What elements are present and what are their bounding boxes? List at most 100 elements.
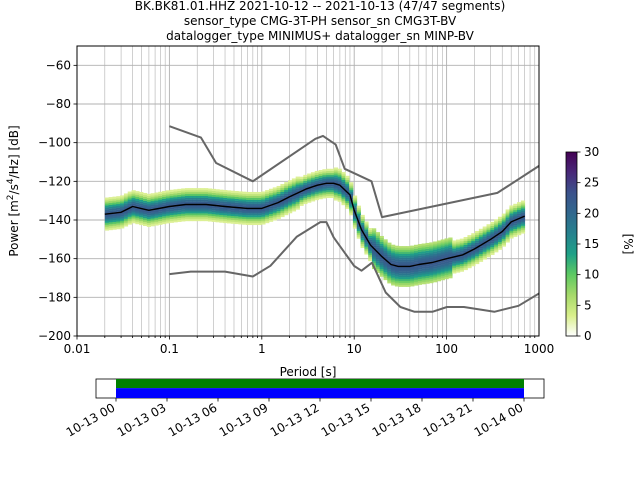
heatmap-cell — [265, 211, 270, 214]
heatmap-cell — [322, 190, 327, 193]
heatmap-cell — [421, 257, 426, 260]
heatmap-cell — [459, 267, 465, 270]
heatmap-cell — [215, 208, 220, 211]
heatmap-cell — [173, 220, 178, 223]
heatmap-cell — [165, 219, 171, 222]
heatmap-cell — [352, 201, 358, 204]
heatmap-cell — [276, 213, 281, 216]
heatmap-cell — [433, 274, 438, 277]
heatmap-cell — [127, 197, 132, 200]
heatmap-cell — [478, 246, 484, 249]
coverage-tick-label: 10-13 15 — [319, 400, 373, 439]
heatmap-cell — [372, 263, 377, 266]
heatmap-cell — [326, 184, 331, 187]
heatmap-cell — [257, 217, 262, 220]
heatmap-cell — [391, 281, 396, 284]
heatmap-cell — [444, 246, 449, 249]
heatmap-cell — [501, 215, 507, 218]
heatmap-cell — [341, 197, 346, 200]
colorbar-tick-label: 25 — [584, 176, 599, 190]
heatmap-cell — [356, 219, 361, 222]
heatmap-cell — [131, 197, 136, 201]
heatmap-cell — [226, 213, 232, 216]
heatmap-cell — [215, 220, 220, 223]
heatmap-cell — [455, 264, 461, 267]
heatmap-cell — [246, 203, 251, 206]
heatmap-cell — [219, 208, 224, 212]
heatmap-cell — [433, 249, 438, 252]
heatmap-cell — [421, 247, 426, 250]
heatmap-cell — [421, 266, 426, 269]
heatmap-cell — [131, 217, 136, 220]
heatmap-cell — [421, 253, 426, 256]
heatmap-cell — [242, 209, 247, 212]
heatmap-cell — [207, 192, 213, 195]
heatmap-cell — [150, 200, 155, 204]
heatmap-cell — [181, 219, 186, 222]
heatmap-cell — [417, 265, 423, 268]
heatmap-cell — [261, 214, 266, 217]
heatmap-cell — [120, 226, 125, 229]
heatmap-cell — [204, 195, 209, 198]
heatmap-cell — [345, 200, 350, 204]
heatmap-cell — [120, 218, 125, 221]
heatmap-cell — [131, 201, 136, 204]
heatmap-cell — [322, 175, 327, 178]
heatmap-cell — [467, 258, 472, 261]
heatmap-cell — [482, 234, 487, 237]
heatmap-cell — [211, 210, 216, 213]
heatmap-cell — [257, 222, 262, 226]
heatmap-cell — [444, 253, 449, 257]
heatmap-cell — [413, 246, 419, 249]
heatmap-cell — [490, 231, 495, 234]
heatmap-cell — [494, 221, 499, 224]
heatmap-cell — [139, 199, 144, 202]
heatmap-cell — [142, 202, 148, 205]
heatmap-cell — [211, 212, 216, 215]
heatmap-cell — [200, 191, 205, 195]
heatmap-cell — [486, 241, 491, 244]
heatmap-cell — [173, 218, 178, 221]
heatmap-cell — [219, 218, 224, 221]
heatmap-cell — [494, 250, 499, 253]
heatmap-cell — [299, 192, 304, 195]
heatmap-cell — [478, 232, 484, 235]
heatmap-cell — [372, 257, 377, 260]
heatmap-cell — [417, 249, 423, 252]
heatmap-cell — [368, 253, 373, 256]
heatmap-cell — [268, 219, 274, 222]
heatmap-cell — [448, 247, 453, 250]
heatmap-cell — [318, 193, 323, 196]
heatmap-cell — [139, 221, 144, 224]
heatmap-cell — [471, 237, 476, 240]
heatmap-cell — [200, 193, 205, 197]
heatmap-cell — [452, 271, 457, 274]
heatmap-cell — [452, 242, 457, 245]
heatmap-cell — [238, 193, 243, 196]
heatmap-cell — [471, 246, 476, 249]
heatmap-cell — [284, 195, 289, 198]
heatmap-cell — [310, 174, 316, 177]
heatmap-cell — [276, 209, 281, 212]
heatmap-cell — [261, 212, 266, 215]
heatmap-cell — [394, 266, 400, 270]
heatmap-cell — [188, 197, 194, 200]
heatmap-cell — [284, 205, 289, 208]
heatmap-cell — [139, 217, 144, 220]
heatmap-cell — [192, 207, 197, 210]
heatmap-cell — [413, 266, 419, 269]
heatmap-cell — [226, 207, 232, 210]
heatmap-cell — [433, 253, 438, 256]
heatmap-cell — [154, 221, 159, 224]
heatmap-cell — [345, 175, 350, 178]
heatmap-cell — [391, 244, 396, 247]
heatmap-cell — [402, 259, 407, 262]
heatmap-cell — [226, 194, 232, 197]
heatmap-cell — [375, 270, 381, 273]
heatmap-cell — [429, 269, 434, 272]
heatmap-cell — [135, 222, 140, 225]
heatmap-cell — [444, 277, 449, 280]
heatmap-cell — [204, 209, 209, 212]
heatmap-cell — [459, 250, 465, 253]
heatmap-cell — [356, 224, 361, 228]
